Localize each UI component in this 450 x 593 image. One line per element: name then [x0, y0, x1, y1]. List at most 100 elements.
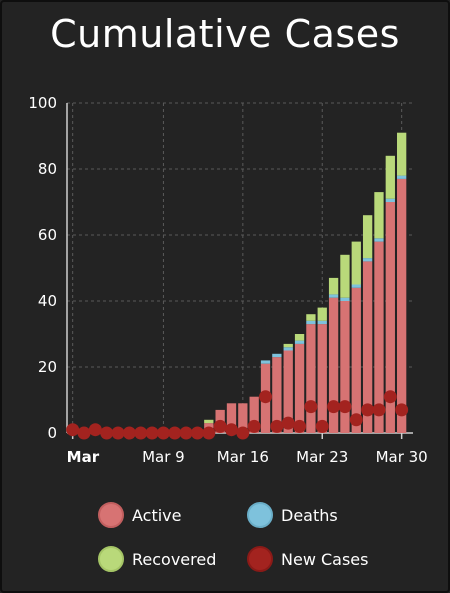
- bar-recovered: [283, 343, 293, 348]
- chart-title: Cumulative Cases: [50, 12, 400, 56]
- bar-recovered: [374, 192, 384, 239]
- bar-active: [283, 350, 293, 433]
- bar-deaths: [306, 320, 316, 325]
- new-cases-point: [327, 400, 341, 414]
- bar-active: [294, 343, 305, 433]
- bar-recovered: [340, 254, 350, 298]
- axes: 0 20 40 60 80 100 Mar Mar 9 Mar 16 Mar 23 Mar 30: [28, 94, 427, 466]
- bar-active: [272, 357, 282, 433]
- bar-recovered: [317, 307, 327, 321]
- legend-swatch-deaths: [247, 502, 273, 528]
- new-cases-point: [247, 419, 261, 433]
- new-cases-point: [179, 426, 193, 440]
- new-cases-point: [259, 390, 273, 404]
- bar-active: [226, 403, 237, 433]
- new-cases-point: [100, 426, 114, 440]
- new-cases-point: [315, 419, 329, 433]
- bar-deaths: [272, 353, 282, 358]
- new-cases-point: [224, 423, 238, 437]
- new-cases-point: [168, 426, 182, 440]
- new-cases-point: [145, 426, 159, 440]
- legend-item-deaths[interactable]: Deaths: [247, 502, 338, 528]
- legend-label-recovered: Recovered: [132, 549, 217, 569]
- new-cases-point: [281, 416, 295, 430]
- bar-active: [306, 324, 316, 433]
- legend-swatch-recovered: [98, 546, 124, 572]
- grid: [67, 102, 413, 433]
- x-tick-label: Mar 16: [217, 448, 269, 466]
- new-cases-point: [156, 426, 170, 440]
- legend-item-new-cases[interactable]: New Cases: [247, 546, 368, 572]
- x-tick-label: Mar: [67, 448, 100, 466]
- bar-recovered: [362, 215, 373, 259]
- bar-active: [362, 261, 373, 433]
- legend-swatch-active: [98, 502, 124, 528]
- y-tick-label: 60: [38, 226, 57, 244]
- bar-active: [374, 241, 384, 433]
- bar-recovered: [306, 314, 316, 321]
- legend-item-active[interactable]: Active: [98, 502, 182, 528]
- bar-active: [340, 301, 350, 433]
- bar-active: [328, 297, 339, 433]
- bar-active: [351, 287, 361, 433]
- bar-deaths: [397, 175, 407, 179]
- new-cases-point: [372, 403, 386, 417]
- bar-deaths: [328, 294, 339, 298]
- bar-active: [249, 396, 259, 433]
- new-cases-point: [338, 400, 352, 414]
- new-cases-point: [213, 419, 227, 433]
- new-cases-point: [349, 413, 363, 427]
- x-tick-label: Mar 23: [296, 448, 348, 466]
- new-cases-point: [293, 419, 307, 433]
- bar-deaths: [340, 297, 350, 301]
- y-tick-label: 100: [28, 94, 57, 112]
- new-cases-point: [122, 426, 136, 440]
- bar-deaths: [317, 320, 327, 325]
- legend-label-deaths: Deaths: [281, 505, 338, 525]
- bar-deaths: [374, 238, 384, 242]
- bar-recovered: [351, 241, 361, 285]
- legend-item-recovered[interactable]: Recovered: [98, 546, 216, 572]
- new-cases-point: [236, 426, 250, 440]
- bar-deaths: [260, 360, 271, 364]
- bar-active: [238, 403, 248, 433]
- bar-recovered: [204, 419, 214, 424]
- new-cases-point: [77, 426, 91, 440]
- bar-recovered: [328, 277, 339, 295]
- new-cases-point: [361, 403, 375, 417]
- new-cases-points: [66, 390, 409, 440]
- bar-active: [317, 324, 327, 433]
- bar-recovered: [294, 334, 305, 341]
- bar-recovered: [385, 155, 395, 199]
- new-cases-point: [270, 419, 284, 433]
- new-cases-point: [88, 423, 102, 437]
- new-cases-point: [134, 426, 148, 440]
- y-tick-label: 0: [47, 424, 57, 442]
- new-cases-point: [111, 426, 125, 440]
- x-tick-label: Mar 30: [376, 448, 428, 466]
- y-tick-label: 40: [38, 292, 57, 310]
- bar-deaths: [294, 340, 305, 344]
- legend-swatch-new-cases: [247, 546, 273, 572]
- bar-deaths: [351, 284, 361, 288]
- legend-label-new-cases: New Cases: [281, 549, 369, 569]
- bar-deaths: [385, 198, 395, 202]
- new-cases-point: [304, 400, 318, 414]
- new-cases-point: [190, 426, 204, 440]
- x-tick-label: Mar 9: [142, 448, 185, 466]
- bar-active: [385, 202, 395, 433]
- y-tick-label: 20: [38, 358, 57, 376]
- legend: Active Deaths Recovered New Cases: [0, 490, 450, 590]
- new-cases-point: [383, 390, 397, 404]
- new-cases-point: [202, 426, 216, 440]
- new-cases-point: [66, 423, 80, 437]
- bar-deaths: [362, 258, 373, 262]
- legend-label-active: Active: [132, 505, 182, 525]
- bar-deaths: [283, 347, 293, 351]
- y-tick-label: 80: [38, 160, 57, 178]
- bar-active: [397, 178, 407, 433]
- bar-recovered: [397, 132, 407, 176]
- new-cases-point: [395, 403, 409, 417]
- bars: [204, 132, 407, 433]
